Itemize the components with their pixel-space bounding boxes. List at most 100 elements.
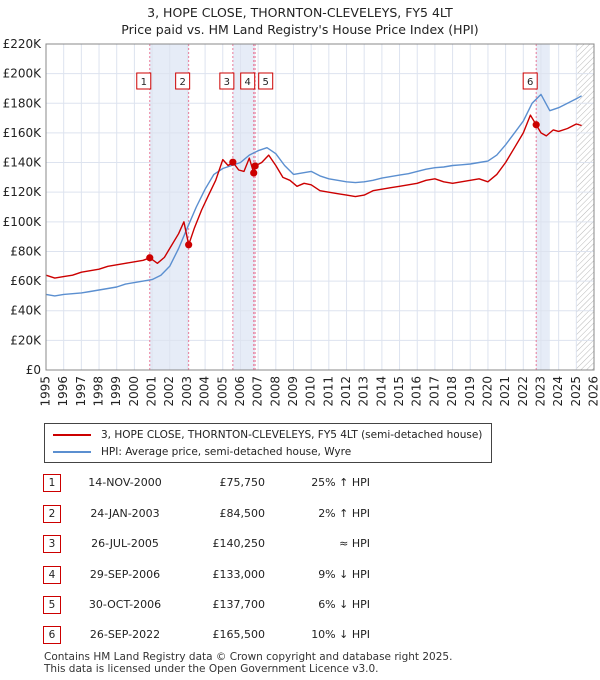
sale-point bbox=[146, 254, 154, 262]
x-tick-label: 2006 bbox=[233, 376, 247, 407]
sale-hpi-comparison: 9% ↓ HPI bbox=[318, 568, 370, 581]
y-tick-label: £200K bbox=[3, 67, 43, 81]
legend-swatch-property bbox=[53, 434, 91, 436]
x-tick-label: 2024 bbox=[551, 376, 565, 407]
x-tick-label: 2013 bbox=[357, 376, 371, 407]
y-tick-label: £40K bbox=[10, 304, 42, 318]
y-tick-label: £120K bbox=[3, 185, 43, 199]
sale-date: 26-SEP-2022 bbox=[89, 628, 161, 641]
plot-area bbox=[46, 44, 594, 370]
sale-marker-box bbox=[258, 72, 274, 90]
sale-number-badge: 3 bbox=[43, 535, 61, 553]
legend-item-property: 3, HOPE CLOSE, THORNTON-CLEVELEYS, FY5 4… bbox=[53, 427, 482, 443]
sale-point bbox=[251, 162, 259, 170]
sale-marker-box bbox=[175, 72, 191, 90]
y-tick-label: £140K bbox=[3, 156, 43, 170]
sale-marker-box bbox=[219, 72, 235, 90]
sale-price: £84,500 bbox=[219, 507, 266, 520]
sale-hpi-comparison: 10% ↓ HPI bbox=[311, 628, 370, 641]
sale-marker-label: 5 bbox=[263, 77, 269, 88]
sale-number-badge: 6 bbox=[43, 626, 61, 644]
sale-date: 29-SEP-2006 bbox=[89, 568, 161, 581]
footer-copyright: Contains HM Land Registry data © Crown c… bbox=[44, 651, 453, 663]
sale-marker: 1 bbox=[136, 72, 152, 90]
sale-marker: 3 bbox=[219, 72, 235, 90]
sale-row: 4 29-SEP-2006 £133,000 9% ↓ HPI bbox=[0, 566, 600, 590]
plot-border bbox=[45, 43, 595, 371]
y-tick-label: £100K bbox=[3, 215, 43, 229]
sale-marker-label: 2 bbox=[179, 77, 185, 88]
title-subtitle: Price paid vs. HM Land Registry's House … bbox=[121, 22, 479, 37]
hpi-line bbox=[45, 93, 582, 297]
shaded-span bbox=[232, 44, 256, 370]
x-tick-label: 2001 bbox=[145, 376, 159, 407]
footer: Contains HM Land Registry data © Crown c… bbox=[44, 651, 452, 675]
sale-row: 2 24-JAN-2003 £84,500 2% ↑ HPI bbox=[0, 505, 600, 529]
legend-swatch-hpi bbox=[53, 451, 91, 453]
sale-price: £165,500 bbox=[212, 628, 266, 641]
sale-point bbox=[185, 241, 193, 249]
sale-marker-label: 6 bbox=[527, 77, 533, 88]
x-tick-label: 1995 bbox=[39, 376, 53, 407]
chart-legend: 3, HOPE CLOSE, THORNTON-CLEVELEYS, FY5 4… bbox=[44, 423, 492, 463]
sale-hpi-comparison: 25% ↑ HPI bbox=[311, 476, 370, 489]
sale-point bbox=[229, 158, 237, 166]
y-tick-label: £180K bbox=[3, 96, 43, 110]
sale-hpi-comparison: 6% ↓ HPI bbox=[318, 598, 370, 611]
footer-licence: This data is licensed under the Open Gov… bbox=[44, 663, 379, 675]
x-tick-label: 1996 bbox=[56, 376, 70, 407]
sale-number-badge: 1 bbox=[43, 474, 61, 492]
sale-number-badge: 2 bbox=[43, 505, 61, 523]
x-tick-label: 2012 bbox=[339, 376, 353, 407]
y-tick-label: £160K bbox=[3, 126, 43, 140]
sale-date: 30-OCT-2006 bbox=[88, 598, 162, 611]
shaded-span bbox=[149, 44, 189, 370]
legend-label-property: 3, HOPE CLOSE, THORNTON-CLEVELEYS, FY5 4… bbox=[101, 429, 483, 441]
sale-date: 24-JAN-2003 bbox=[90, 507, 160, 520]
x-tick-label: 2011 bbox=[321, 376, 335, 407]
sale-price: £133,000 bbox=[212, 568, 266, 581]
x-tick-label: 2017 bbox=[427, 376, 441, 407]
sale-hpi-comparison: ≈ HPI bbox=[339, 537, 370, 550]
x-tick-label: 2014 bbox=[374, 376, 388, 407]
sale-number-badge: 5 bbox=[43, 596, 61, 614]
sale-point bbox=[532, 121, 540, 129]
x-tick-label: 2022 bbox=[516, 376, 530, 407]
y-tick-label: £60K bbox=[10, 274, 42, 288]
sale-price: £140,250 bbox=[212, 537, 266, 550]
legend-item-hpi: HPI: Average price, semi-detached house,… bbox=[53, 444, 351, 460]
y-tick-label: £80K bbox=[10, 244, 42, 258]
x-tick-label: 1999 bbox=[109, 376, 123, 407]
sale-marker-box bbox=[522, 72, 538, 90]
sale-hpi-comparison: 2% ↑ HPI bbox=[318, 507, 370, 520]
x-tick-label: 2025 bbox=[569, 376, 583, 407]
x-tick-label: 2007 bbox=[251, 376, 265, 407]
sale-price: £137,700 bbox=[212, 598, 266, 611]
title-address: 3, HOPE CLOSE, THORNTON-CLEVELEYS, FY5 4… bbox=[147, 5, 453, 20]
sale-marker: 6 bbox=[522, 72, 538, 90]
x-tick-label: 2016 bbox=[410, 376, 424, 407]
y-tick-label: £220K bbox=[3, 37, 43, 51]
x-tick-label: 2023 bbox=[533, 376, 547, 407]
sale-marker-label: 1 bbox=[141, 77, 147, 88]
sale-marker-box bbox=[136, 72, 152, 90]
sale-point bbox=[250, 169, 258, 177]
x-tick-label: 2018 bbox=[445, 376, 459, 407]
sale-marker: 5 bbox=[258, 72, 274, 90]
x-tick-label: 2008 bbox=[268, 376, 282, 407]
sale-row: 3 26-JUL-2005 £140,250 ≈ HPI bbox=[0, 535, 600, 559]
x-tick-label: 1998 bbox=[92, 376, 106, 407]
x-tick-label: 2019 bbox=[463, 376, 477, 407]
sale-row: 5 30-OCT-2006 £137,700 6% ↓ HPI bbox=[0, 596, 600, 620]
x-tick-label: 2005 bbox=[215, 376, 229, 407]
sale-date: 14-NOV-2000 bbox=[88, 476, 162, 489]
y-tick-label: £20K bbox=[10, 333, 42, 347]
x-tick-label: 2004 bbox=[198, 376, 212, 407]
sale-marker-label: 3 bbox=[224, 77, 230, 88]
sale-row: 6 26-SEP-2022 £165,500 10% ↓ HPI bbox=[0, 626, 600, 650]
sale-marker-box bbox=[240, 72, 256, 90]
x-tick-label: 2000 bbox=[127, 376, 141, 407]
forecast-hatch bbox=[576, 44, 594, 370]
legend-label-hpi: HPI: Average price, semi-detached house,… bbox=[101, 446, 352, 458]
x-tick-label: 2009 bbox=[286, 376, 300, 407]
